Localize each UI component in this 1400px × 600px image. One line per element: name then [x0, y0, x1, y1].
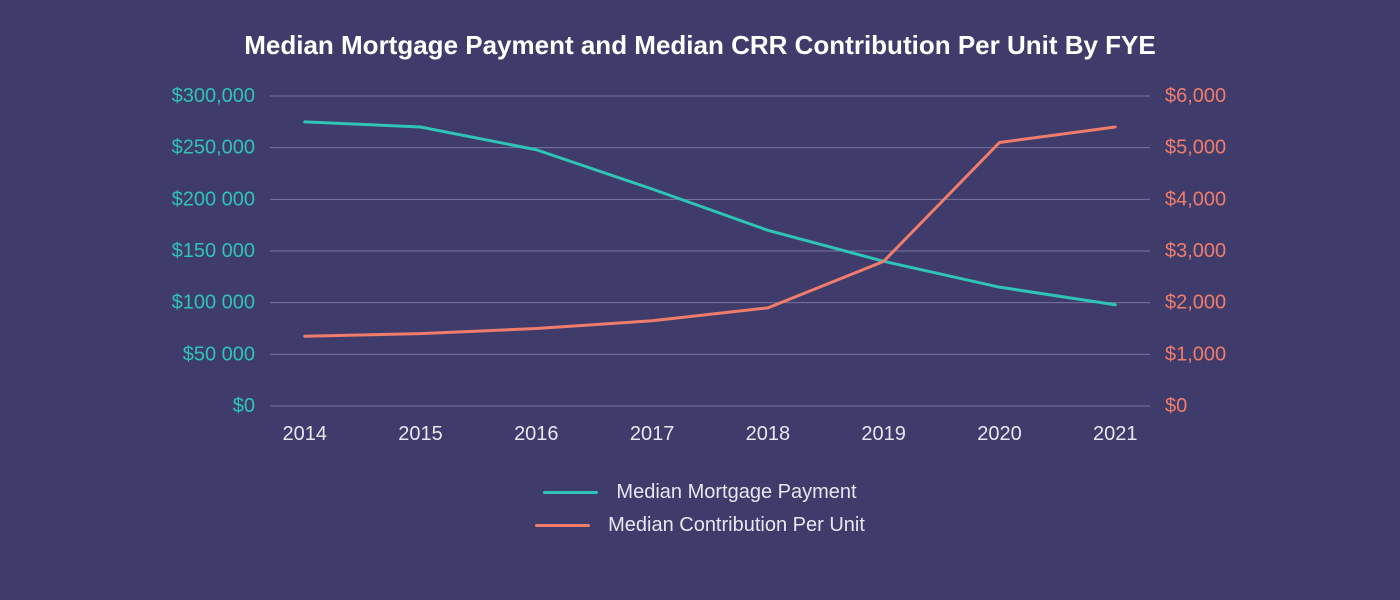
legend-item-contribution: Median Contribution Per Unit [535, 514, 865, 537]
svg-text:$150 000: $150 000 [172, 240, 255, 262]
svg-text:2019: 2019 [861, 423, 906, 445]
svg-text:$50 000: $50 000 [183, 343, 255, 365]
svg-text:$1,000: $1,000 [1165, 343, 1226, 365]
svg-text:$300,000: $300,000 [172, 86, 255, 107]
svg-text:2017: 2017 [630, 423, 675, 445]
svg-text:2015: 2015 [398, 423, 443, 445]
svg-text:$4,000: $4,000 [1165, 188, 1226, 210]
chart-legend: Median Mortgage Payment Median Contribut… [535, 481, 865, 537]
svg-text:$2,000: $2,000 [1165, 292, 1226, 314]
svg-text:$100 000: $100 000 [172, 292, 255, 314]
svg-text:$3,000: $3,000 [1165, 240, 1226, 262]
svg-text:$200 000: $200 000 [172, 188, 255, 210]
svg-text:$0: $0 [233, 395, 255, 417]
svg-text:$6,000: $6,000 [1165, 86, 1226, 107]
chart-plot-area: $0 $0 $50 000 $1,000 $100 000 $2,000 $150 000 $… [130, 86, 1270, 461]
legend-swatch-contribution [535, 524, 590, 527]
legend-label-mortgage: Median Mortgage Payment [616, 481, 856, 504]
legend-item-mortgage: Median Mortgage Payment [543, 481, 856, 504]
svg-text:2020: 2020 [977, 423, 1022, 445]
chart-title: Median Mortgage Payment and Median CRR C… [244, 30, 1156, 61]
legend-swatch-mortgage [543, 491, 598, 494]
svg-text:2018: 2018 [746, 423, 791, 445]
svg-text:$5,000: $5,000 [1165, 137, 1226, 159]
svg-text:2016: 2016 [514, 423, 559, 445]
legend-label-contribution: Median Contribution Per Unit [608, 514, 865, 537]
svg-text:$0: $0 [1165, 395, 1187, 417]
svg-text:2014: 2014 [282, 423, 327, 445]
svg-text:$250,000: $250,000 [172, 137, 255, 159]
line-chart-svg: $0 $0 $50 000 $1,000 $100 000 $2,000 $150 000 $… [130, 86, 1270, 456]
svg-text:2021: 2021 [1093, 423, 1138, 445]
